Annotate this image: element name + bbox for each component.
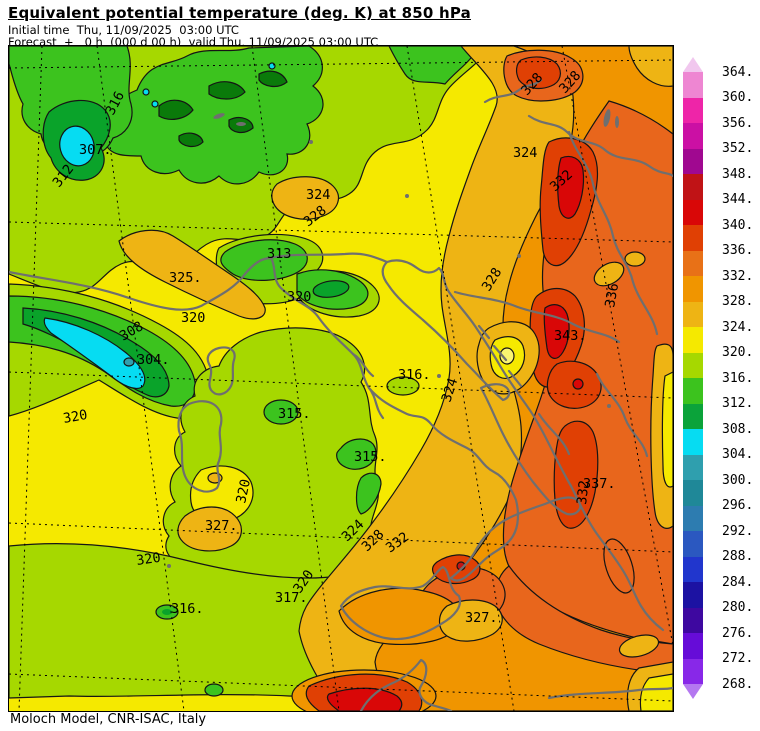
colorbar-band: [683, 582, 703, 608]
contour-label: 343.: [554, 328, 587, 344]
colorbar-tick-label: 300.: [722, 472, 754, 488]
contour-label: 316.: [398, 367, 431, 383]
colorbar-band: [683, 225, 703, 251]
colorbar-tick-labels: 364. 360. 356. 352. 348. 344. 340. 336. 332. 328.…: [722, 0, 760, 731]
colorbar-tick-label: 308.: [722, 421, 754, 437]
colorbar-band: [683, 250, 703, 276]
weather-map: 316 307. 312 308 304. 320 320 320 313 325. 324 328 3…: [8, 45, 674, 712]
colorbar-band: [683, 658, 703, 684]
contour-label: 327.: [465, 610, 498, 626]
colorbar-tick-label: 324.: [722, 319, 754, 335]
colorbar-tick-label: 344.: [722, 192, 754, 207]
contour-label: 320: [233, 478, 254, 505]
colorbar-tick-label: 336.: [722, 243, 754, 258]
contour-label: 313: [267, 246, 291, 262]
contour-label: 304.: [137, 352, 170, 368]
page-title: Equivalent potential temperature (deg. K…: [8, 4, 471, 22]
contour-label: 320: [181, 310, 205, 326]
colorbar-tick-label: 312.: [722, 396, 754, 411]
colorbar-tick-label: 292.: [722, 523, 754, 539]
colorbar-band: [683, 72, 703, 98]
colorbar-band: [683, 556, 703, 582]
colorbar-tick-label: 296.: [722, 498, 754, 513]
contour-label: 317.: [275, 590, 308, 606]
colorbar-tick-label: 304.: [722, 447, 754, 462]
coastlines: [9, 78, 673, 711]
colorbar-band: [683, 97, 703, 123]
colorbar-tick-label: 332.: [722, 268, 754, 284]
colorbar-band: [683, 633, 703, 659]
initial-time-line: Initial time Thu, 11/09/2025 03:00 UTC: [8, 23, 239, 37]
colorbar-tick-label: 340.: [722, 217, 754, 233]
contour-label: 332: [574, 479, 592, 505]
contour-label: 325.: [169, 270, 202, 286]
colorbar-band: [683, 123, 703, 149]
colorbar-band: [683, 480, 703, 506]
contour-label: 320: [62, 407, 89, 427]
contour-label: 315.: [354, 449, 387, 465]
colorbar-tick-label: 364.: [722, 64, 754, 80]
colorbar-tick-label: 272.: [722, 651, 754, 666]
colorbar-tick-label: 276.: [722, 625, 754, 641]
model-credit: Moloch Model, CNR-ISAC, Italy: [10, 712, 207, 727]
colorbar-under-arrow: [683, 684, 703, 699]
colorbar-tick-label: 320.: [722, 345, 754, 360]
contour-label: 324: [513, 145, 537, 161]
colorbar-band: [683, 403, 703, 429]
map-filled-regions: [9, 46, 673, 711]
contour-label: 320: [135, 550, 161, 569]
colorbar-tick-label: 360.: [722, 90, 754, 105]
colorbar-band: [683, 327, 703, 353]
colorbar-tick-label: 268.: [722, 676, 754, 692]
colorbar-tick-label: 348.: [722, 166, 754, 182]
colorbar-over-arrow: [683, 57, 703, 72]
colorbar-tick-label: 328.: [722, 294, 754, 309]
colorbar-tick-label: 352.: [722, 141, 754, 156]
colorbar-band: [683, 199, 703, 225]
colorbar-band: [683, 276, 703, 302]
contour-label: 337.: [583, 476, 616, 492]
colorbar-band: [683, 378, 703, 404]
contour-label: 316.: [171, 601, 204, 617]
colorbar-band: [683, 301, 703, 327]
contour-label: 324: [439, 376, 462, 404]
colorbar-tick-label: 316.: [722, 370, 754, 386]
contour-label: 336: [602, 282, 622, 309]
colorbar-band: [683, 429, 703, 455]
colorbar-band: [683, 531, 703, 557]
colorbar-band: [683, 607, 703, 633]
colorbar: [683, 57, 703, 699]
graticule: [9, 46, 673, 711]
colorbar-tick-label: 284.: [722, 574, 754, 590]
colorbar-band: [683, 148, 703, 174]
colorbar-band: [683, 454, 703, 480]
contour-label: 315.: [278, 406, 311, 422]
colorbar-band: [683, 505, 703, 531]
colorbar-tick-label: 356.: [722, 115, 754, 131]
colorbar-band: [683, 174, 703, 200]
colorbar-tick-label: 280.: [722, 600, 754, 615]
colorbar-band: [683, 352, 703, 378]
contour-label: 327.: [205, 518, 238, 534]
colorbar-tick-label: 288.: [722, 549, 754, 564]
contour-label: 320: [287, 289, 311, 305]
contour-label: 307.: [79, 142, 112, 158]
contour-label: 324: [306, 187, 330, 203]
